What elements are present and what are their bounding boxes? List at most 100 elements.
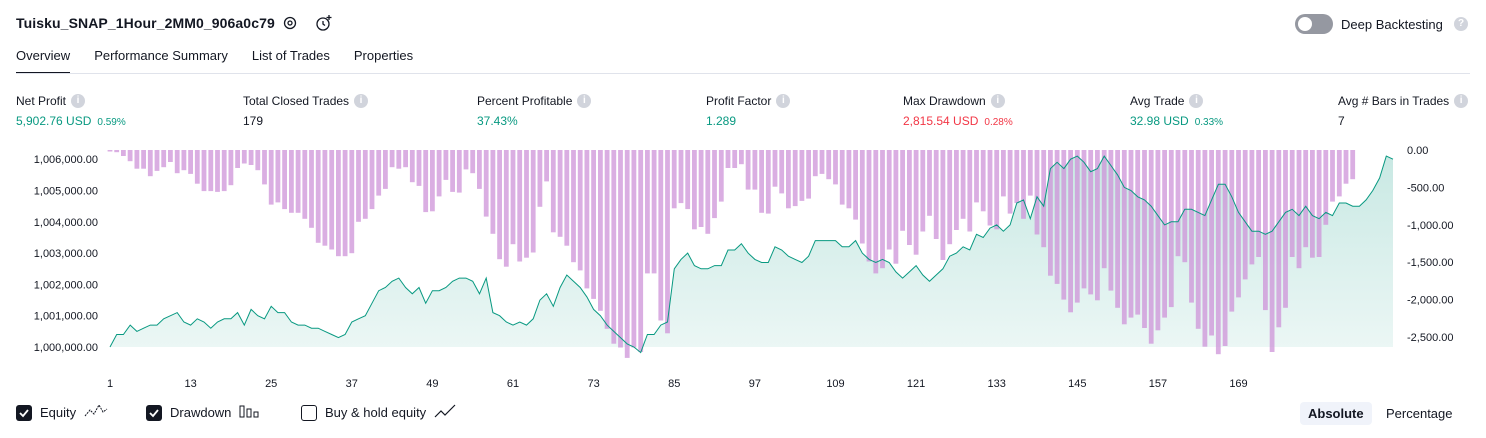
- info-icon[interactable]: i: [1189, 94, 1204, 108]
- drawdown-bar: [638, 150, 644, 352]
- drawdown-bar: [739, 150, 744, 165]
- y-right-tick-label: -2,000.00: [1407, 295, 1453, 307]
- drawdown-bar: [403, 150, 408, 168]
- drawdown-bar: [1168, 150, 1174, 308]
- add-alert-clock-icon[interactable]: [315, 14, 333, 32]
- drawdown-bar: [1215, 150, 1221, 355]
- drawdown-bar: [1242, 150, 1248, 280]
- y-left-tick-label: 1,001,000.00: [34, 311, 98, 323]
- drawdown-bar: [544, 150, 549, 182]
- x-tick-label: 169: [1229, 378, 1247, 390]
- drawdown-bar: [859, 150, 865, 244]
- drawdown-bar: [309, 150, 314, 228]
- drawdown-checkbox[interactable]: [146, 404, 162, 421]
- help-icon[interactable]: ?: [1454, 17, 1468, 31]
- drawdown-bar: [228, 150, 234, 186]
- tab-performance-summary[interactable]: Performance Summary: [94, 48, 228, 63]
- metric-pct: 0.59%: [97, 117, 126, 128]
- deep-backtesting-toggle[interactable]: [1295, 14, 1333, 34]
- drawdown-bar: [893, 150, 899, 264]
- tab-list-of-trades[interactable]: List of Trades: [251, 48, 330, 63]
- drawdown-bar: [752, 150, 758, 190]
- y-right-tick-label: -1,500.00: [1407, 257, 1453, 269]
- buy-hold-checkbox[interactable]: [301, 404, 317, 421]
- drawdown-bar: [900, 150, 905, 231]
- tab-properties[interactable]: Properties: [353, 48, 414, 63]
- drawdown-bar: [1061, 150, 1067, 300]
- drawdown-bar: [356, 150, 361, 222]
- x-tick-label: 37: [346, 378, 358, 390]
- absolute-button[interactable]: Absolute: [1300, 402, 1372, 425]
- drawdown-bar: [1310, 150, 1315, 258]
- drawdown-bar: [618, 150, 623, 348]
- drawdown-bar: [812, 150, 818, 177]
- drawdown-bar: [1189, 150, 1194, 303]
- equity-series-icon: [84, 403, 108, 421]
- drawdown-bar: [886, 150, 892, 250]
- y-left-tick-label: 1,000,000.00: [34, 342, 98, 354]
- drawdown-bar: [107, 150, 113, 152]
- drawdown-bar: [786, 150, 791, 209]
- x-tick-label: 73: [587, 378, 599, 390]
- drawdown-bar: [241, 150, 247, 164]
- drawdown-bar: [208, 150, 214, 192]
- x-tick-label: 25: [265, 378, 277, 390]
- buy-hold-label: Buy & hold equity: [325, 405, 427, 420]
- drawdown-bar: [416, 150, 422, 186]
- drawdown-bar: [698, 150, 704, 227]
- equity-drawdown-chart[interactable]: 1,006,000.00 1,005,000.00 1,004,000.00 1,00…: [0, 140, 1486, 395]
- y-right-tick-label: -500.00: [1407, 182, 1444, 194]
- drawdown-bar: [880, 150, 885, 269]
- drawdown-bar: [866, 150, 872, 262]
- tab-overview[interactable]: Overview: [16, 48, 71, 74]
- info-icon[interactable]: i: [354, 94, 369, 108]
- drawdown-bar: [1316, 150, 1322, 257]
- drawdown-bar: [483, 150, 489, 217]
- equity-checkbox[interactable]: [16, 404, 32, 421]
- drawdown-bar: [631, 150, 637, 348]
- info-icon[interactable]: i: [1454, 94, 1469, 108]
- info-icon[interactable]: i: [71, 94, 86, 108]
- drawdown-bar: [174, 150, 180, 174]
- drawdown-bar: [248, 150, 254, 165]
- drawdown-bar: [524, 150, 529, 258]
- info-icon[interactable]: i: [776, 94, 791, 108]
- drawdown-bar: [490, 150, 496, 234]
- drawdown-bar: [846, 150, 852, 209]
- drawdown-bar: [477, 150, 482, 189]
- drawdown-bar: [833, 150, 838, 185]
- metric-value: 7: [1338, 114, 1345, 128]
- percentage-button[interactable]: Percentage: [1386, 406, 1453, 421]
- drawdown-bar: [826, 150, 832, 180]
- drawdown-bar: [920, 150, 926, 232]
- drawdown-bar: [799, 150, 805, 201]
- drawdown-bar: [497, 150, 502, 260]
- drawdown-bar: [1068, 150, 1073, 313]
- drawdown-bar: [463, 150, 469, 170]
- drawdown-bar: [295, 150, 301, 213]
- drawdown-bar: [651, 150, 657, 274]
- drawdown-bar: [1289, 150, 1295, 257]
- metric-avg-bars: Avg # Bars in Trades i 7: [1338, 94, 1469, 128]
- info-icon[interactable]: i: [990, 94, 1005, 108]
- drawdown-bar: [1142, 150, 1147, 328]
- metric-max-drawdown: Max Drawdown i 2,815.54 USD 0.28%: [903, 94, 1013, 128]
- settings-gear-icon[interactable]: [281, 14, 299, 32]
- y-right-tick-label: 0.00: [1407, 145, 1428, 157]
- drawdown-bar: [1202, 150, 1208, 347]
- drawdown-bar: [1222, 150, 1228, 346]
- drawdown-bar: [1256, 150, 1261, 257]
- metric-profit-factor: Profit Factor i 1.289: [706, 94, 791, 128]
- drawdown-bar: [725, 150, 731, 168]
- legend-drawdown[interactable]: Drawdown: [146, 404, 259, 421]
- drawdown-bar: [645, 150, 650, 274]
- deep-backtesting-label: Deep Backtesting: [1341, 17, 1443, 32]
- drawdown-bar: [530, 150, 536, 253]
- info-icon[interactable]: i: [577, 94, 592, 108]
- y-left-tick-label: 1,003,000.00: [34, 248, 98, 260]
- drawdown-bar: [1209, 150, 1214, 336]
- legend-buy-hold[interactable]: Buy & hold equity: [301, 404, 456, 421]
- drawdown-bar: [974, 150, 979, 203]
- legend-equity[interactable]: Equity: [16, 403, 108, 421]
- metric-value: 179: [243, 114, 264, 128]
